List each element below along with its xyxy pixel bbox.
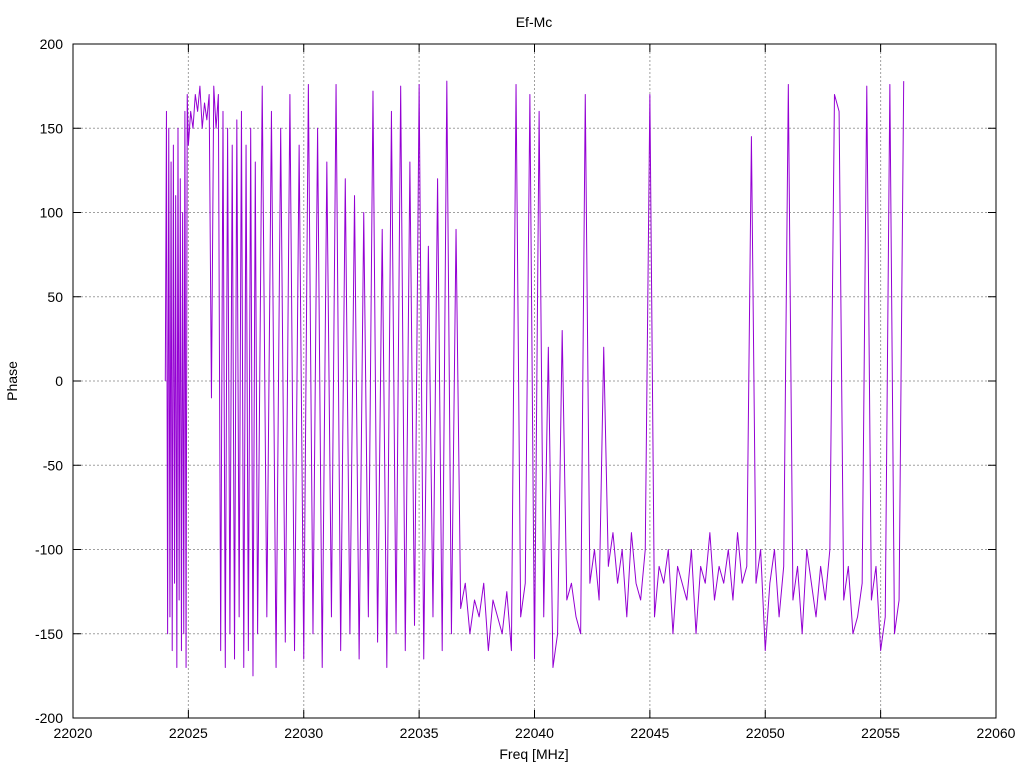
y-tick-label: 150 [40, 120, 64, 136]
x-axis-label: Freq [MHz] [499, 746, 568, 762]
x-tick-label: 22060 [977, 725, 1016, 741]
y-axis: -200 -150 -100 -50 0 50 100 150 200 [35, 36, 996, 726]
x-tick-label: 22035 [400, 725, 439, 741]
x-tick-label: 22020 [54, 725, 93, 741]
x-tick-label: 22045 [630, 725, 669, 741]
y-axis-label: Phase [4, 361, 20, 401]
phase-series-line [164, 80, 905, 677]
x-tick-label: 22050 [746, 725, 785, 741]
y-tick-label: -200 [35, 710, 63, 726]
y-tick-label: -50 [43, 457, 63, 473]
y-tick-label: 200 [40, 36, 64, 52]
y-tick-label: -100 [35, 542, 63, 558]
y-tick-label: 50 [47, 289, 63, 305]
y-tick-label: 0 [55, 373, 63, 389]
y-tick-label: 100 [40, 205, 64, 221]
x-tick-label: 22040 [515, 725, 554, 741]
x-tick-label: 22055 [861, 725, 900, 741]
chart-title: Ef-Mc [516, 14, 553, 30]
y-tick-label: -150 [35, 626, 63, 642]
x-tick-label: 22030 [284, 725, 323, 741]
series-layer [164, 80, 905, 677]
x-axis: 22020 22025 22030 22035 22040 22045 22050 22055… [54, 44, 1016, 741]
x-tick-label: 22025 [169, 725, 208, 741]
